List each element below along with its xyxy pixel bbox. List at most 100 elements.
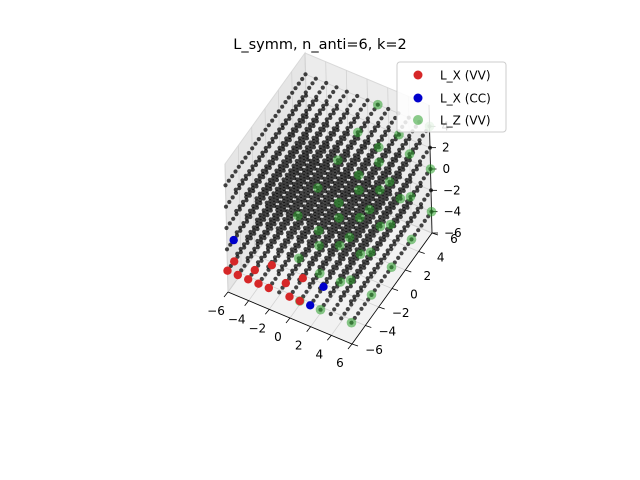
lattice-point bbox=[303, 216, 308, 221]
lattice-point bbox=[293, 104, 298, 109]
lattice-point bbox=[377, 166, 382, 171]
lattice-point bbox=[415, 185, 420, 190]
lattice-point bbox=[278, 194, 283, 199]
lattice-point bbox=[360, 207, 366, 213]
z-tick-label: 0 bbox=[443, 162, 451, 176]
lattice-point bbox=[368, 271, 374, 276]
lattice-point bbox=[349, 179, 355, 184]
lattice-point bbox=[244, 213, 249, 218]
lattice-point bbox=[314, 113, 319, 118]
lattice-point bbox=[264, 185, 269, 190]
lattice-point bbox=[390, 141, 395, 146]
lattice-point bbox=[358, 285, 364, 290]
lattice-point bbox=[352, 156, 358, 161]
lattice-point bbox=[345, 126, 350, 131]
lattice-point bbox=[302, 192, 307, 197]
lattice-point bbox=[347, 241, 352, 246]
lattice-point bbox=[297, 280, 302, 285]
lattice-point bbox=[356, 154, 361, 159]
lattice-point bbox=[326, 202, 331, 207]
series-point bbox=[355, 212, 365, 223]
lattice-point bbox=[265, 221, 270, 227]
lattice-point bbox=[313, 214, 318, 220]
lattice-point bbox=[404, 162, 409, 168]
lattice-point bbox=[326, 214, 331, 219]
lattice-point bbox=[370, 187, 375, 192]
lattice-point bbox=[275, 211, 280, 216]
lattice-point bbox=[259, 240, 264, 245]
lattice-point bbox=[329, 176, 334, 181]
lattice-point bbox=[315, 155, 320, 160]
lattice-point bbox=[365, 242, 370, 247]
lattice-point bbox=[380, 170, 385, 175]
y-tick-label: 2 bbox=[423, 269, 431, 283]
lattice-point bbox=[383, 129, 388, 134]
lattice-point bbox=[286, 251, 291, 257]
lattice-point bbox=[385, 215, 390, 220]
lattice-point bbox=[285, 179, 290, 184]
lattice-point bbox=[297, 121, 302, 126]
lattice-point bbox=[234, 208, 239, 214]
lattice-point bbox=[308, 164, 313, 170]
lattice-point bbox=[348, 259, 353, 264]
lattice-point bbox=[322, 149, 327, 154]
lattice-point bbox=[401, 207, 407, 212]
y-tick-label: −2 bbox=[392, 306, 410, 320]
lattice-point bbox=[265, 228, 270, 233]
lattice-point bbox=[290, 130, 296, 135]
series-point bbox=[395, 193, 406, 204]
lattice-point bbox=[264, 191, 270, 196]
lattice-point bbox=[289, 217, 294, 222]
lattice-point bbox=[347, 244, 353, 249]
lattice-point bbox=[291, 163, 296, 168]
lattice-point bbox=[240, 181, 245, 186]
lattice-point bbox=[315, 173, 320, 179]
lattice-point bbox=[346, 168, 351, 173]
lattice-point bbox=[251, 210, 256, 215]
lattice-point bbox=[242, 263, 247, 268]
lattice-point bbox=[336, 179, 341, 184]
series-point bbox=[281, 278, 290, 288]
lattice-point bbox=[321, 125, 326, 130]
lattice-point bbox=[384, 190, 389, 195]
lattice-point bbox=[294, 150, 300, 155]
lattice-point bbox=[281, 198, 287, 203]
lattice-point bbox=[254, 202, 259, 207]
lattice-point bbox=[342, 293, 347, 298]
lattice-point bbox=[320, 211, 325, 217]
lattice-point bbox=[294, 128, 299, 133]
lattice-point bbox=[277, 145, 282, 150]
lattice-point bbox=[248, 233, 253, 238]
lattice-point bbox=[400, 161, 405, 166]
lattice-point bbox=[310, 81, 315, 86]
lattice-point bbox=[275, 208, 280, 213]
lattice-point bbox=[291, 151, 296, 156]
lattice-point bbox=[402, 210, 407, 215]
lattice-point bbox=[366, 140, 371, 146]
lattice-point bbox=[280, 122, 285, 127]
lattice-point bbox=[394, 179, 399, 185]
lattice-point bbox=[296, 244, 301, 249]
lattice-point bbox=[335, 302, 340, 307]
lattice-point bbox=[319, 175, 324, 180]
lattice-point bbox=[389, 120, 394, 125]
lattice-point bbox=[302, 210, 307, 215]
lattice-point bbox=[400, 143, 405, 148]
lattice-point bbox=[362, 124, 367, 129]
lattice-point bbox=[245, 240, 250, 245]
lattice-point bbox=[255, 220, 260, 225]
lattice-point bbox=[333, 208, 338, 213]
lattice-point bbox=[411, 168, 416, 173]
lattice-point bbox=[292, 194, 297, 199]
lattice-point bbox=[297, 124, 302, 129]
lattice-point bbox=[327, 272, 333, 277]
lattice-point bbox=[328, 134, 333, 139]
lattice-point bbox=[302, 180, 307, 185]
lattice-point bbox=[345, 144, 350, 149]
lattice-point bbox=[387, 164, 392, 169]
lattice-point bbox=[382, 274, 387, 279]
lattice-point bbox=[416, 228, 421, 233]
lattice-point bbox=[329, 173, 334, 178]
lattice-point bbox=[332, 307, 337, 312]
series-point bbox=[315, 268, 325, 279]
